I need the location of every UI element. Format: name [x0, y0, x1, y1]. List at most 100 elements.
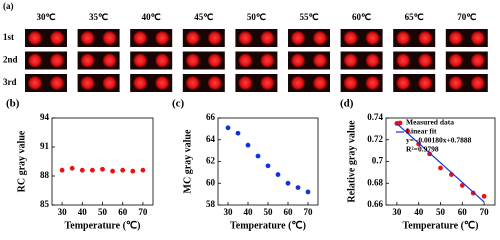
x-tick-label: 70	[480, 207, 490, 217]
legend-label: Linear fit	[406, 127, 437, 136]
sample-spot	[50, 53, 64, 68]
panel-label: (b)	[6, 98, 20, 110]
column-label: 35℃	[89, 12, 108, 22]
column-label: 30℃	[36, 12, 55, 22]
y-tick-label: 58	[206, 199, 216, 209]
y-tick-label: 0.72	[367, 134, 383, 144]
sample-spot	[80, 31, 95, 45]
data-point	[100, 166, 105, 172]
sample-spot	[185, 53, 200, 68]
y-tick-label: 91	[40, 141, 50, 151]
data-point	[275, 172, 281, 177]
column-label: 40℃	[142, 12, 161, 22]
row-label: 1st	[3, 32, 14, 42]
sample-spot	[291, 31, 305, 45]
sample-spot	[207, 31, 222, 45]
x-tick-label: 30	[392, 207, 402, 217]
x-tick-label: 60	[458, 207, 468, 217]
data-point	[225, 125, 231, 131]
x-tick-label: 50	[264, 207, 274, 217]
y-tick-label: 60	[206, 177, 216, 187]
y-axis-label: MC gray value	[182, 129, 193, 193]
x-tick-label: 40	[78, 207, 88, 217]
sample-spot	[343, 53, 358, 68]
sample-spot	[80, 53, 95, 68]
column-label: 65℃	[405, 12, 424, 22]
sample-spot	[470, 31, 485, 45]
sample-spot	[365, 31, 380, 45]
column-label: 45℃	[194, 12, 213, 22]
legend-swatch	[397, 120, 403, 126]
sample-spot	[291, 76, 305, 90]
data-point	[90, 167, 95, 173]
y-tick-label: 0.74	[367, 112, 383, 122]
sample-spot	[28, 31, 42, 45]
sample-spot	[260, 31, 275, 45]
sample-spot	[238, 53, 253, 68]
sample-spot	[396, 31, 411, 45]
fit-line	[396, 123, 485, 203]
y-tick-label: 88	[40, 170, 50, 180]
column-label: 70℃	[457, 12, 476, 22]
data-point	[255, 153, 261, 159]
sample-spot	[470, 76, 485, 90]
data-point	[305, 189, 311, 195]
sample-spot	[313, 31, 327, 45]
sample-spot	[238, 31, 253, 45]
column-label: 55℃	[299, 12, 318, 22]
x-axis-label: Temperature (℃)	[230, 220, 306, 231]
data-point	[120, 167, 126, 173]
sample-spot	[343, 31, 358, 45]
plot-frame	[217, 117, 319, 206]
y-tick-label: 0.66	[367, 199, 383, 209]
x-axis-label: Temperature (℃)	[65, 220, 141, 231]
data-point	[245, 142, 251, 148]
plot-frame	[51, 117, 154, 206]
sample-spot	[238, 76, 253, 90]
y-tick-label: 62	[206, 156, 216, 166]
sample-spot	[260, 76, 275, 90]
sample-spot	[396, 76, 411, 90]
sample-spot	[133, 76, 148, 90]
data-point	[130, 168, 136, 174]
sample-spot	[155, 76, 170, 90]
sample-spot	[50, 76, 64, 90]
sample-spot	[155, 31, 170, 45]
x-axis-label: Temperature (℃)	[403, 220, 479, 231]
sample-spot	[291, 53, 305, 68]
data-point	[481, 193, 487, 199]
x-tick-label: 30	[58, 207, 68, 217]
sample-spot	[185, 76, 200, 90]
panel-label: (d)	[340, 98, 354, 110]
sample-spot	[343, 76, 358, 90]
sample-spot	[102, 31, 117, 45]
sample-spot	[50, 31, 64, 45]
sample-spot	[365, 53, 380, 68]
sample-spot	[28, 76, 42, 90]
sample-spot	[155, 53, 170, 68]
data-point	[59, 167, 65, 173]
sample-spot	[448, 31, 463, 45]
column-label: 50℃	[247, 12, 266, 22]
sample-spot	[80, 76, 95, 90]
sample-spot	[418, 53, 433, 68]
sample-spot	[207, 53, 222, 68]
x-tick-label: 50	[436, 207, 446, 217]
x-tick-label: 30	[224, 207, 234, 217]
panel-label: (a)	[3, 1, 14, 11]
panel-label: (c)	[172, 98, 185, 110]
annotation: y= -0.00180x+0.7888	[406, 136, 472, 145]
y-tick-label: 94	[40, 112, 50, 122]
x-tick-label: 60	[118, 207, 128, 217]
data-point	[295, 185, 301, 191]
x-tick-label: 60	[284, 207, 294, 217]
sample-spot	[133, 31, 148, 45]
sample-spot	[313, 76, 327, 90]
x-tick-label: 70	[138, 207, 148, 217]
y-tick-label: 85	[40, 199, 50, 209]
sample-spot	[207, 76, 222, 90]
data-point	[69, 165, 75, 171]
sample-spot	[470, 53, 485, 68]
row-label: 2nd	[3, 55, 18, 65]
y-tick-label: 64	[206, 134, 216, 144]
